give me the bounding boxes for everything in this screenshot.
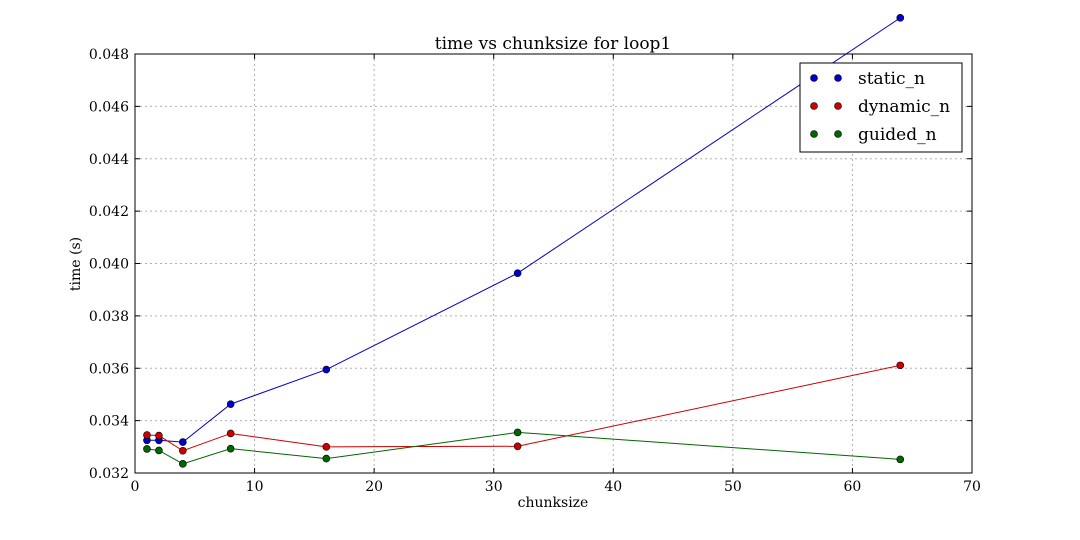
- y-tick-label: 0.048: [89, 47, 129, 63]
- data-point-guided_n: [322, 454, 331, 463]
- data-point-guided_n: [179, 460, 187, 468]
- y-tick-label: 0.038: [89, 309, 129, 325]
- legend-marker-static_n: [810, 74, 818, 82]
- y-axis-label: time (s): [68, 237, 84, 291]
- data-point-dynamic_n: [155, 431, 163, 440]
- data-point-guided_n: [896, 455, 905, 464]
- legend-label-static_n: static_n: [858, 69, 925, 89]
- legend-label-guided_n: guided_n: [858, 125, 937, 145]
- legend-marker-guided_n: [810, 130, 818, 138]
- legend-marker-guided_n: [834, 130, 842, 138]
- data-point-static_n: [322, 365, 331, 374]
- data-point-dynamic_n: [896, 361, 905, 370]
- x-tick-label: 70: [963, 479, 981, 495]
- y-tick-label: 0.034: [89, 414, 129, 430]
- y-tick-label: 0.046: [89, 99, 129, 115]
- x-tick-label: 10: [246, 479, 264, 495]
- legend: static_n dynamic_n guided_n: [799, 62, 963, 153]
- x-axis-label: chunksize: [518, 495, 589, 511]
- data-point-static_n: [896, 14, 905, 22]
- data-point-dynamic_n: [226, 429, 235, 438]
- legend-marker-static_n: [834, 74, 842, 82]
- y-tick-label: 0.036: [89, 361, 129, 377]
- data-point-guided_n: [513, 428, 522, 437]
- axis-ticks: 0 10 20 30 40 50 60 70 0.032 0.034 0.036 0.038 0.040…: [89, 47, 981, 495]
- chart-title: time vs chunksize for loop1: [435, 34, 672, 54]
- x-tick-label: 60: [844, 479, 862, 495]
- data-point-static_n: [513, 269, 522, 277]
- data-point-dynamic_n: [143, 431, 151, 439]
- data-point-guided_n: [143, 445, 151, 453]
- series-line-static_n: [146, 17, 901, 443]
- series-line-dynamic_n: [146, 364, 901, 452]
- data-point-dynamic_n: [179, 446, 187, 455]
- y-tick-label: 0.042: [89, 204, 129, 220]
- data-point-guided_n: [226, 444, 235, 453]
- x-tick-label: 0: [131, 479, 140, 495]
- legend-marker-dynamic_n: [834, 102, 842, 110]
- data-point-dynamic_n: [513, 442, 522, 451]
- x-tick-label: 40: [604, 479, 622, 495]
- y-tick-label: 0.044: [89, 152, 129, 168]
- data-point-dynamic_n: [322, 443, 331, 451]
- legend-box: [799, 62, 963, 153]
- y-tick-label: 0.032: [89, 466, 129, 482]
- series-lines: [143, 14, 905, 468]
- y-tick-label: 0.040: [89, 257, 129, 273]
- legend-label-dynamic_n: dynamic_n: [858, 97, 950, 117]
- data-point-guided_n: [155, 446, 163, 455]
- data-point-static_n: [179, 438, 187, 446]
- x-tick-label: 20: [365, 479, 383, 495]
- x-tick-label: 30: [485, 479, 503, 495]
- data-point-static_n: [226, 400, 235, 408]
- legend-marker-dynamic_n: [810, 102, 818, 110]
- x-tick-label: 50: [724, 479, 742, 495]
